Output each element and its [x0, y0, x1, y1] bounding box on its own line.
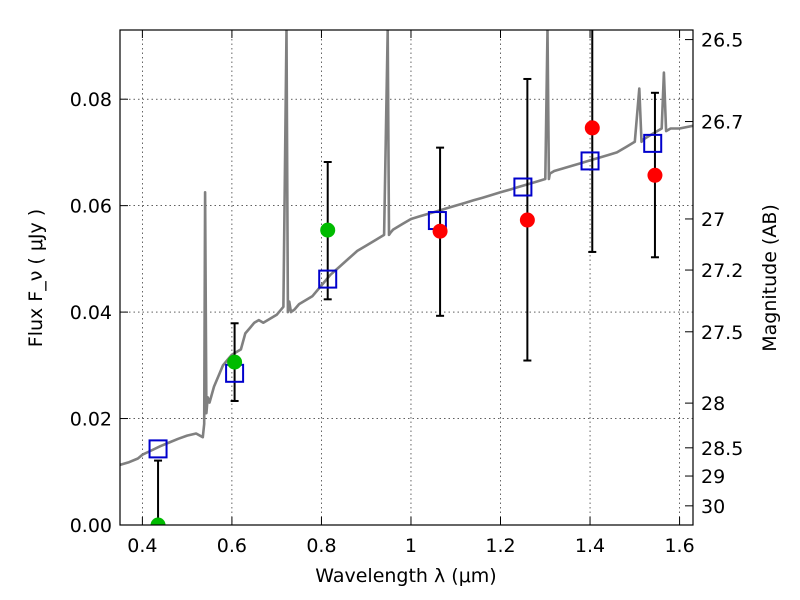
- y2-tick-label: 26.7: [701, 112, 743, 134]
- y-tick-label: 0.02: [70, 409, 112, 431]
- y2-tick-label: 26.5: [701, 30, 743, 52]
- y2-tick-label: 27.5: [701, 322, 743, 344]
- photometry-square: [513, 177, 533, 197]
- y2-tick-label: 28.5: [701, 438, 743, 460]
- y2-axis-label-text: Magnitude (AB): [759, 204, 781, 352]
- y2-tick-label: 30: [701, 496, 725, 518]
- y2-tick-label: 27.2: [701, 260, 743, 282]
- plot-frame: [119, 29, 694, 526]
- plot-area: [120, 30, 693, 525]
- x-axis-label: Wavelength λ (μm): [315, 565, 496, 587]
- x-tick-label: 0.6: [217, 535, 247, 557]
- y-tick-label: 0.00: [70, 515, 112, 537]
- photometry-square: [643, 133, 663, 153]
- x-tick-label: 1: [405, 535, 417, 557]
- y-axis-label-text: Flux F_ν ( μJy ): [25, 209, 47, 347]
- detection-point: [519, 212, 535, 228]
- y-tick-label: 0.04: [70, 302, 112, 324]
- detection-point: [584, 120, 600, 136]
- photometry-square: [318, 269, 338, 289]
- nondetection-point: [150, 517, 166, 525]
- photometry-square: [580, 151, 600, 171]
- y2-tick-label: 29: [701, 466, 725, 488]
- y2-tick-label: 27: [701, 209, 725, 231]
- detection-point: [647, 167, 663, 183]
- axis-ticks: 0.4 0.6 0.8 1 1.2 1.4 1.6 0.00 0.02 0.04 0.06 0.08 2…: [70, 30, 744, 557]
- x-tick-label: 1.6: [664, 535, 694, 557]
- y2-tick-label: 28: [701, 393, 725, 415]
- photometry-square: [148, 439, 168, 459]
- nondetection-point: [320, 222, 336, 238]
- data-layer: [120, 30, 693, 525]
- x-tick-label: 0.8: [306, 535, 336, 557]
- x-tick-label: 1.4: [575, 535, 605, 557]
- y-axis-label: Flux F_ν ( μJy ): [25, 209, 47, 347]
- nondetection-point: [227, 354, 243, 370]
- x-tick-label: 1.2: [485, 535, 515, 557]
- grid-lines: [120, 30, 693, 526]
- y-tick-label: 0.08: [70, 89, 112, 111]
- detection-point: [432, 223, 448, 239]
- y2-axis-label: Magnitude (AB): [759, 204, 781, 352]
- x-tick-label: 0.4: [127, 535, 157, 557]
- x-axis-label-text: Wavelength λ (μm): [315, 565, 496, 587]
- y-tick-label: 0.06: [70, 196, 112, 218]
